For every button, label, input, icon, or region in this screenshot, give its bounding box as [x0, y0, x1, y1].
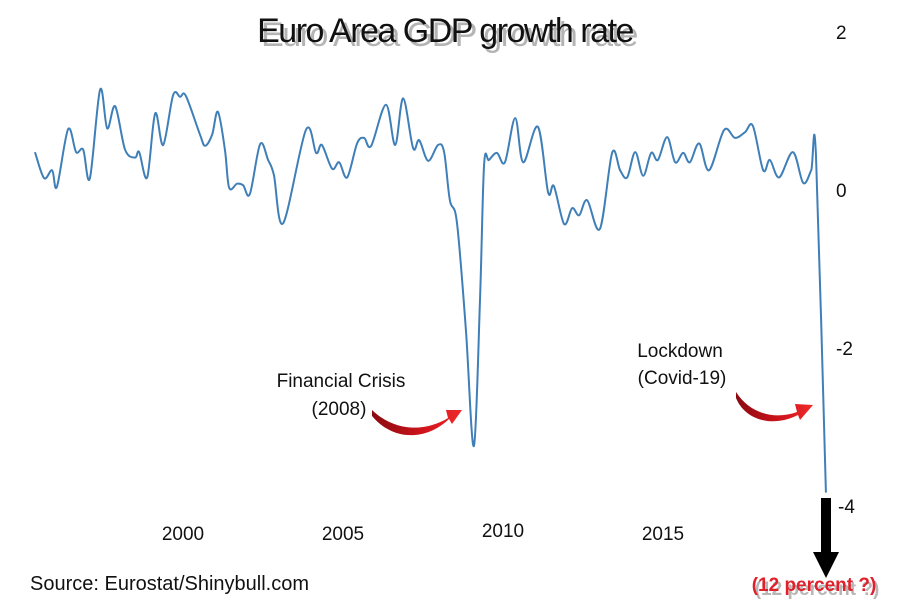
source-note: Source: Eurostat/Shinybull.com [30, 573, 309, 595]
annotation-lockdown-line1: Lockdown [637, 341, 723, 362]
chart-title-shadow: Euro Area GDP growth rate [261, 16, 637, 54]
x-tick-label: 2005 [322, 524, 364, 545]
y-tick-label: -4 [838, 497, 855, 518]
projection-note-shadow: (12 percent ?) [755, 579, 880, 600]
x-tick-label: 2015 [642, 524, 684, 545]
projection-note: (12 percent ?) [752, 575, 877, 596]
financial-crisis-arrow-icon [372, 410, 462, 436]
y-tick-label: 0 [836, 181, 847, 202]
x-tick-label: 2000 [162, 524, 204, 545]
x-tick-label: 2010 [482, 521, 524, 542]
lockdown-arrow-icon [736, 392, 813, 422]
annotation-lockdown-line2: (Covid-19) [638, 368, 727, 389]
y-axis: 2 0 -2 -4 [836, 23, 855, 518]
gdp-growth-line [34, 87, 827, 493]
chart-title: Euro Area GDP growth rate [257, 12, 633, 50]
annotation-financial-crisis-line1: Financial Crisis [277, 371, 406, 392]
projection-arrow-icon [813, 498, 839, 578]
annotation-financial-crisis-line2: (2008) [312, 399, 367, 420]
data-points [34, 89, 827, 493]
y-tick-label: 2 [836, 23, 847, 44]
y-tick-label: -2 [836, 339, 853, 360]
x-axis: 2000 2005 2010 2015 [162, 521, 684, 545]
